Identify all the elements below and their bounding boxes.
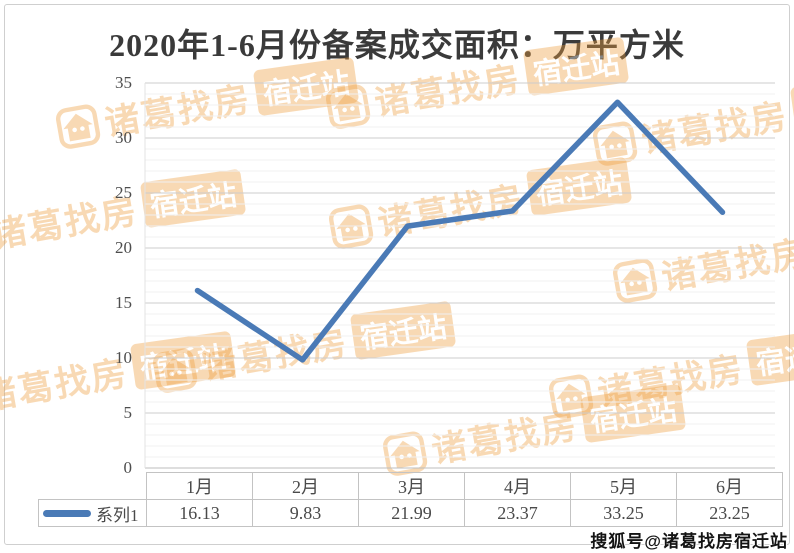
value-row: 系列1 16.13 9.83 21.99 23.37 33.25 23.25 (38, 499, 783, 527)
month-header-cell: 3月 (358, 472, 465, 500)
y-axis-label: 15 (115, 293, 132, 312)
y-axis-label: 35 (115, 73, 132, 92)
value-cell: 16.13 (146, 499, 253, 527)
y-axis-label: 0 (123, 458, 133, 477)
value-cell: 23.25 (676, 499, 783, 527)
y-axis-label: 10 (115, 348, 132, 367)
month-header-cell: 2月 (252, 472, 359, 500)
month-header-cell: 6月 (676, 472, 783, 500)
legend-series-label: 系列1 (96, 505, 139, 525)
month-header-cell: 4月 (464, 472, 571, 500)
y-axis-label: 30 (115, 128, 132, 147)
legend-cell: 系列1 (38, 499, 147, 527)
month-header-cell: 1月 (146, 472, 253, 500)
value-cell: 23.37 (464, 499, 571, 527)
sohu-attribution: 搜狐号@诸葛找房宿迁站 (590, 532, 788, 551)
chart-title: 2020年1-6月份备案成交面积：万平方米 (109, 27, 685, 63)
value-cell: 33.25 (570, 499, 677, 527)
y-axis-label: 20 (115, 238, 132, 257)
table-corner-spacer (38, 472, 147, 500)
y-axis-label: 25 (115, 183, 132, 202)
value-cell: 21.99 (358, 499, 465, 527)
month-header-row: 1月 2月 3月 4月 5月 6月 (38, 472, 783, 500)
value-cell: 9.83 (252, 499, 359, 527)
chart-frame (4, 4, 790, 545)
data-table: 1月 2月 3月 4月 5月 6月 系列1 16.13 9.83 21.99 23.37 33.2… (38, 472, 783, 527)
y-axis-label: 5 (123, 403, 133, 422)
watermark-station-badge: 宿迁站 (789, 73, 794, 133)
legend-key-line (43, 509, 91, 517)
month-header-cell: 5月 (570, 472, 677, 500)
